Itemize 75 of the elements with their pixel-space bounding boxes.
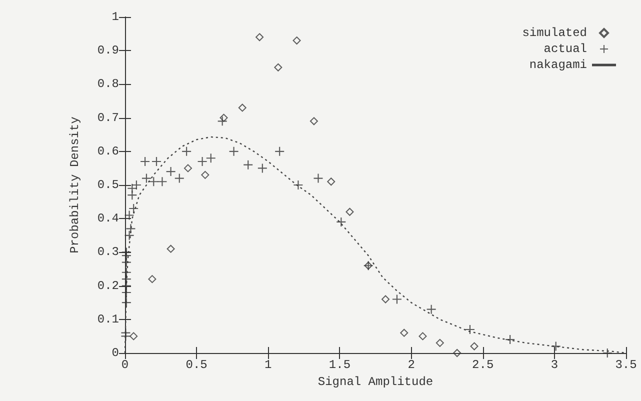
x-tick-label: 3.5 <box>615 358 637 372</box>
point <box>292 36 301 45</box>
point <box>382 295 390 304</box>
y-tick-label: 0.3 <box>97 245 119 260</box>
point <box>124 230 134 240</box>
point <box>506 335 515 344</box>
y-tick-label: 0.8 <box>97 77 119 92</box>
point <box>122 248 131 257</box>
point <box>122 268 131 277</box>
point <box>392 294 402 304</box>
point <box>158 177 167 186</box>
y-tick-label: 0.9 <box>97 44 119 58</box>
point <box>327 178 336 186</box>
point <box>400 328 408 337</box>
x-tick-label: 2.5 <box>472 358 494 372</box>
point <box>126 224 136 234</box>
point <box>426 304 436 314</box>
x-tick-label: 1 <box>264 358 272 372</box>
point <box>130 332 138 340</box>
point <box>314 174 323 183</box>
point <box>182 146 192 156</box>
point <box>184 164 192 172</box>
x-tick-label: 0 <box>121 358 129 372</box>
y-tick-label: 1 <box>112 10 119 24</box>
point <box>152 156 161 166</box>
y-tick-label: 0.1 <box>97 312 119 326</box>
point <box>220 114 228 122</box>
point <box>465 324 474 334</box>
y-tick-label: 0.4 <box>97 212 119 226</box>
y-tick-label: 0 <box>112 346 119 360</box>
point <box>148 275 156 284</box>
point <box>551 342 560 351</box>
point <box>229 146 238 156</box>
point <box>142 174 151 183</box>
point <box>174 174 184 183</box>
point <box>602 348 612 358</box>
y-tick-label: 0.2 <box>97 278 119 293</box>
point <box>201 170 210 179</box>
point <box>238 104 246 112</box>
legend-label: simulated <box>522 26 587 40</box>
point <box>436 338 444 347</box>
point <box>453 349 462 357</box>
x-tick-label: 2 <box>408 358 415 372</box>
point <box>198 156 207 166</box>
y-tick-label: 0.5 <box>97 178 119 192</box>
point <box>258 164 267 173</box>
point <box>129 204 138 214</box>
point <box>122 298 131 308</box>
point <box>132 180 141 190</box>
legend-label: nakagami <box>529 58 587 72</box>
x-axis-title: Signal Amplitude <box>318 374 434 389</box>
y-tick-label: 0.6 <box>97 144 119 158</box>
point <box>206 154 216 163</box>
point <box>256 33 264 42</box>
point <box>149 177 158 186</box>
legend-label: actual <box>544 42 587 56</box>
point <box>166 244 175 253</box>
point <box>244 160 253 170</box>
y-axis-title: Probability Density <box>68 116 82 254</box>
point <box>140 156 150 166</box>
point <box>121 328 130 338</box>
point <box>275 146 284 156</box>
x-tick-label: 3 <box>550 358 558 372</box>
x-tick-label: 1.5 <box>328 358 351 372</box>
point <box>310 117 318 126</box>
point <box>274 63 282 72</box>
y-tick-label: 0.7 <box>97 110 119 125</box>
point <box>336 217 346 226</box>
x-tick-label: 0.5 <box>186 358 208 372</box>
point <box>218 116 227 126</box>
point <box>418 332 427 340</box>
point <box>470 342 478 350</box>
point <box>166 167 176 176</box>
point <box>346 208 354 216</box>
point <box>294 180 303 190</box>
